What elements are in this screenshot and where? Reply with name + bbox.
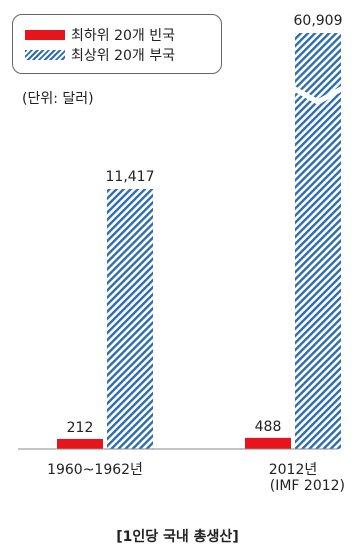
data-label-rich-0: 11,417 [106,169,155,185]
data-label-poor-1: 488 [255,419,282,435]
axis-break-mark [293,85,343,105]
x-tick-label-1960: 1960~1962년 [47,462,143,478]
legend-label-poor: 최하위 20개 빈국 [71,28,175,44]
legend-label-rich: 최상위 20개 부국 [71,48,175,64]
bar-poor-0 [57,439,103,449]
source-label: (IMF 2012) [269,478,345,494]
unit-label: (단위: 달러) [22,91,94,107]
chart-caption: [1인당 국내 총생산] [116,529,239,545]
data-label-rich-1: 60,909 [294,13,343,29]
legend: 최하위 20개 빈국 최상위 20개 부국 [12,14,222,74]
legend-swatch-rich [25,50,65,60]
legend-swatch-poor [25,30,65,40]
legend-item-rich: 최상위 20개 부국 [25,45,175,65]
x-tick-label-2012: 2012년 [269,462,318,478]
data-label-poor-0: 212 [67,420,94,436]
bar-rich-0 [107,189,153,449]
legend-item-poor: 최하위 20개 빈국 [25,25,175,45]
bar-poor-1 [245,437,291,449]
